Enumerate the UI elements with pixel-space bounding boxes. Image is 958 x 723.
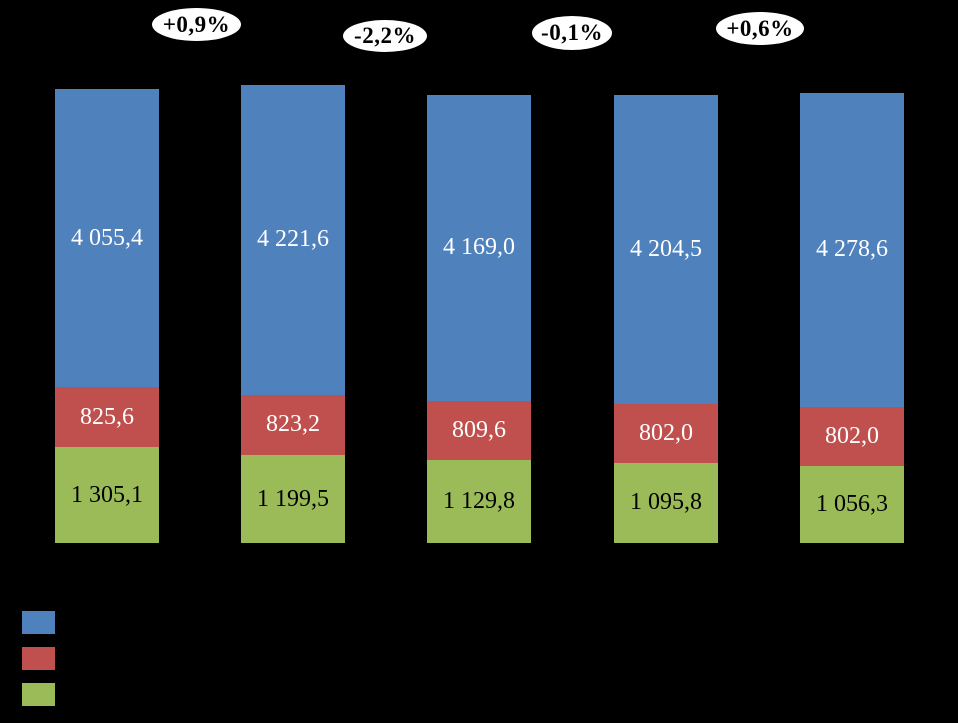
bar-value-label: 4 221,6 [257, 226, 329, 253]
bar-group: 4 169,0 809,6 1 129,8 [427, 94, 531, 543]
bar-segment-bottom-green: 1 056,3 [800, 465, 904, 543]
bar-segment-bottom-green: 1 199,5 [241, 455, 345, 543]
bar-value-label: 4 278,6 [816, 236, 888, 263]
bar-segment-top-blue: 4 055,4 [55, 89, 159, 387]
legend-swatch-red [22, 647, 55, 670]
bar-value-label: 802,0 [639, 419, 693, 446]
legend-swatch-green [22, 683, 55, 706]
change-annotation-oval: -0,1% [532, 16, 612, 50]
bar-segment-top-blue: 4 204,5 [614, 95, 718, 404]
bar-segment-middle-red: 823,2 [241, 394, 345, 456]
bar-segment-bottom-green: 1 129,8 [427, 460, 531, 543]
bar-group: 4 204,5 802,0 1 095,8 [614, 95, 718, 543]
change-annotation-label: -0,1% [541, 20, 603, 45]
bar-segment-middle-red: 802,0 [800, 406, 904, 466]
bar-segment-middle-red: 825,6 [55, 386, 159, 448]
bar-segment-top-blue: 4 278,6 [800, 92, 904, 407]
bar-value-label: 1 095,8 [630, 489, 702, 516]
bar-value-label: 1 056,3 [816, 490, 888, 517]
change-annotation-label: +0,6% [726, 15, 794, 41]
legend-swatch-blue [22, 611, 55, 634]
bar-value-label: 802,0 [825, 422, 879, 449]
bar-value-label: 4 169,0 [443, 234, 515, 261]
bar-value-label: 1 199,5 [257, 485, 329, 512]
change-annotation-oval: +0,9% [152, 8, 241, 41]
bar-segment-bottom-green: 1 305,1 [55, 447, 159, 543]
bar-group: 4 055,4 825,6 1 305,1 [55, 89, 159, 543]
bar-value-label: 825,6 [80, 403, 134, 430]
bar-value-label: 1 305,1 [71, 481, 143, 508]
bar-group: 4 278,6 802,0 1 056,3 [800, 92, 904, 543]
bar-value-label: 4 055,4 [71, 224, 143, 251]
bar-segment-top-blue: 4 221,6 [241, 85, 345, 395]
bar-value-label: 1 129,8 [443, 488, 515, 515]
bar-value-label: 4 204,5 [630, 236, 702, 263]
change-annotation-oval: -2,2% [343, 20, 427, 52]
bar-value-label: 809,6 [452, 416, 506, 443]
bar-segment-middle-red: 802,0 [614, 403, 718, 463]
bar-value-label: 823,2 [266, 411, 320, 438]
bar-segment-bottom-green: 1 095,8 [614, 462, 718, 543]
bar-segment-middle-red: 809,6 [427, 400, 531, 461]
change-annotation-label: +0,9% [162, 11, 231, 37]
change-annotation-label: -2,2% [354, 23, 416, 48]
bar-group: 4 221,6 823,2 1 199,5 [241, 85, 345, 543]
change-annotation-oval: +0,6% [716, 12, 804, 45]
bar-segment-top-blue: 4 169,0 [427, 94, 531, 401]
